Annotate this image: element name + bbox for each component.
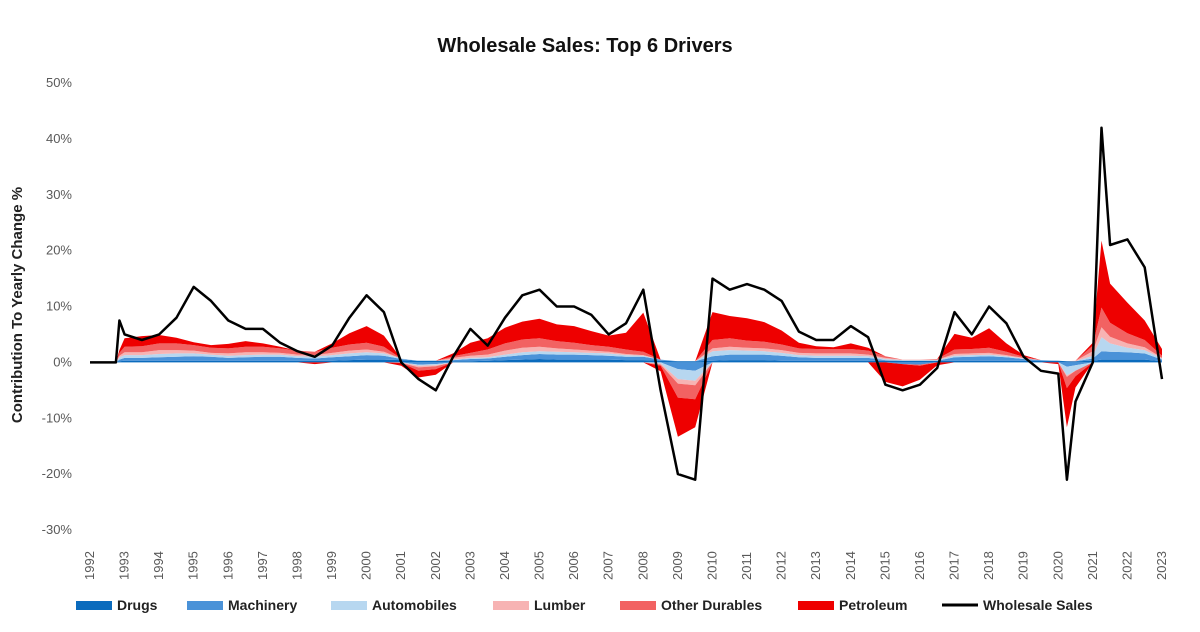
x-tick-label: 2019 — [1016, 551, 1031, 580]
y-axis-label: Contribution To Yearly Change % — [9, 187, 26, 423]
x-tick-label: 2016 — [912, 551, 927, 580]
x-tick-label: 2011 — [739, 552, 754, 580]
x-tick-label: 2002 — [428, 551, 443, 580]
y-tick-label: 30% — [46, 187, 72, 202]
legend-swatch-other-durables — [620, 601, 656, 610]
y-tick-label: 10% — [46, 299, 72, 314]
x-tick-label: 2023 — [1154, 551, 1169, 580]
x-tick-label: 2021 — [1085, 551, 1100, 580]
area-layers — [90, 240, 1162, 437]
x-tick-label: 1995 — [186, 551, 201, 580]
x-tick-label: 2008 — [635, 551, 650, 580]
x-tick-label: 2022 — [1119, 551, 1134, 580]
x-tick-label: 2010 — [704, 551, 719, 580]
x-tick-label: 1999 — [324, 551, 339, 580]
x-tick-label: 1993 — [117, 551, 132, 580]
area-automobiles-negative — [90, 362, 1162, 381]
area-other-durables-negative — [90, 362, 1162, 400]
x-tick-label: 2015 — [877, 551, 892, 580]
line-layers — [90, 126, 1164, 481]
x-tick-label: 2013 — [808, 551, 823, 580]
legend-label-lumber: Lumber — [534, 597, 586, 613]
y-tick-label: 20% — [46, 243, 72, 258]
y-tick-label: 50% — [46, 75, 72, 90]
x-axis-ticks: 1992 1993 1994 1995 1996 1997 1998 1999 2000 2001… — [82, 551, 1169, 580]
x-tick-label: 2018 — [981, 551, 996, 580]
legend-swatch-lumber — [493, 601, 529, 610]
y-tick-label: 40% — [46, 131, 72, 146]
x-tick-label: 2001 — [393, 551, 408, 580]
x-tick-label: 2005 — [532, 551, 547, 580]
y-axis-ticks: -30% -20% -10% 0% 10% 20% 30% 40% 50% — [42, 75, 73, 537]
area-lumber-negative — [90, 362, 1162, 386]
x-tick-label: 2020 — [1050, 551, 1065, 580]
legend-swatch-automobiles — [331, 601, 367, 610]
x-tick-label: 2004 — [497, 551, 512, 580]
x-tick-label: 2009 — [670, 551, 685, 580]
legend-label-wholesale-sales: Wholesale Sales — [983, 597, 1093, 613]
y-tick-label: -10% — [42, 410, 73, 425]
y-tick-label: -20% — [42, 466, 73, 481]
x-tick-label: 1997 — [255, 551, 270, 580]
legend-swatch-machinery — [187, 601, 223, 610]
x-tick-label: 2003 — [462, 551, 477, 580]
x-tick-label: 2017 — [947, 551, 962, 580]
legend-swatch-drugs — [76, 601, 112, 610]
x-tick-label: 2000 — [359, 551, 374, 580]
x-tick-label: 1996 — [220, 551, 235, 580]
y-tick-label: 0% — [53, 354, 72, 369]
line-wholesale-sales — [90, 126, 1164, 481]
area-machinery-negative — [90, 362, 1162, 371]
legend-label-automobiles: Automobiles — [372, 597, 457, 613]
x-tick-label: 1992 — [82, 551, 97, 580]
area-other-durables-positive — [90, 307, 1162, 363]
x-tick-label: 1998 — [289, 551, 304, 580]
legend-label-petroleum: Petroleum — [839, 597, 907, 613]
x-tick-label: 2012 — [774, 551, 789, 580]
legend-label-other-durables: Other Durables — [661, 597, 762, 613]
legend-swatch-petroleum — [798, 601, 834, 610]
x-tick-label: 2007 — [601, 551, 616, 580]
y-tick-label: -30% — [42, 522, 73, 537]
legend: Drugs Machinery Automobiles Lumber Other Dur… — [76, 597, 1093, 613]
legend-label-drugs: Drugs — [117, 597, 158, 613]
area-petroleum-positive — [90, 240, 1162, 363]
x-tick-label: 2014 — [843, 551, 858, 580]
area-petroleum-negative — [90, 362, 1162, 437]
x-tick-label: 1994 — [151, 551, 166, 580]
legend-label-machinery: Machinery — [228, 597, 297, 613]
x-tick-label: 2006 — [566, 551, 581, 580]
chart-title: Wholesale Sales: Top 6 Drivers — [437, 35, 732, 57]
